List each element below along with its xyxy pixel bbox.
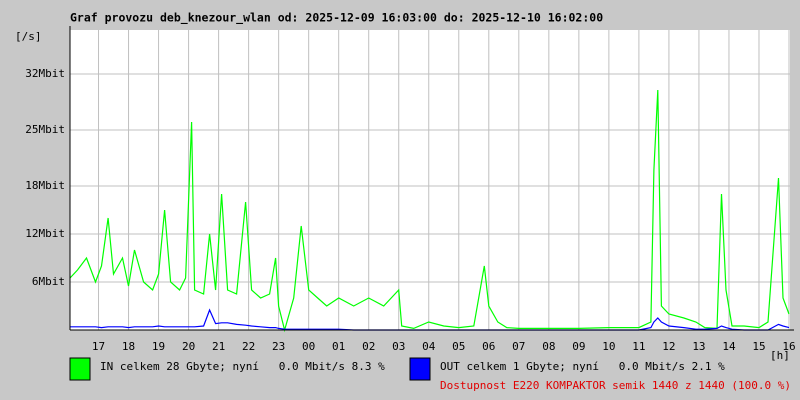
x-tick-label: 09 <box>572 340 585 353</box>
legend-label: OUT celkem 1 Gbyte; nyní 0.0 Mbit/s 2.1 … <box>440 360 725 373</box>
x-axis-label: [h] <box>770 349 790 362</box>
x-tick-label: 11 <box>632 340 645 353</box>
x-tick-label: 04 <box>422 340 436 353</box>
x-tick-label: 05 <box>452 340 465 353</box>
chart-title: Graf provozu deb_knezour_wlan od: 2025-1… <box>70 11 603 26</box>
x-tick-label: 17 <box>92 340 105 353</box>
series-line <box>70 308 790 331</box>
x-tick-label: 08 <box>542 340 555 353</box>
x-tick-label: 01 <box>332 340 345 353</box>
series-line <box>69 89 790 333</box>
legend-swatch <box>409 357 431 381</box>
x-tick-label: 23 <box>272 340 285 353</box>
legend-label: IN celkem 28 Gbyte; nyní 0.0 Mbit/s 8.3 … <box>100 360 385 373</box>
x-tick-label: 21 <box>212 340 225 353</box>
x-tick-label: 00 <box>302 340 315 353</box>
x-tick-label: 22 <box>242 340 255 353</box>
x-tick-label: 15 <box>752 340 765 353</box>
y-tick-label: 6Mbit <box>32 275 65 288</box>
plot-area <box>70 30 790 330</box>
x-tick-label: 10 <box>602 340 615 353</box>
y-axis-label: [/s] <box>15 30 42 43</box>
x-tick-label: 19 <box>152 340 165 353</box>
x-tick-label: 20 <box>182 340 195 353</box>
legend-swatch <box>69 357 91 381</box>
y-tick-label: 25Mbit <box>25 123 65 136</box>
x-tick-label: 02 <box>362 340 375 353</box>
x-tick-label: 14 <box>722 340 736 353</box>
y-tick-label: 12Mbit <box>25 227 65 240</box>
y-tick-label: 18Mbit <box>25 179 65 192</box>
x-tick-label: 18 <box>122 340 135 353</box>
x-tick-label: 16 <box>782 340 795 353</box>
x-tick-label: 03 <box>392 340 405 353</box>
annotation: Dostupnost E220 KOMPAKTOR semik 1440 z 1… <box>440 379 791 392</box>
x-tick-label: 13 <box>692 340 705 353</box>
x-tick-label: 07 <box>512 340 525 353</box>
x-tick-label: 12 <box>662 340 675 353</box>
y-tick-label: 32Mbit <box>25 67 65 80</box>
x-tick-label: 06 <box>482 340 495 353</box>
